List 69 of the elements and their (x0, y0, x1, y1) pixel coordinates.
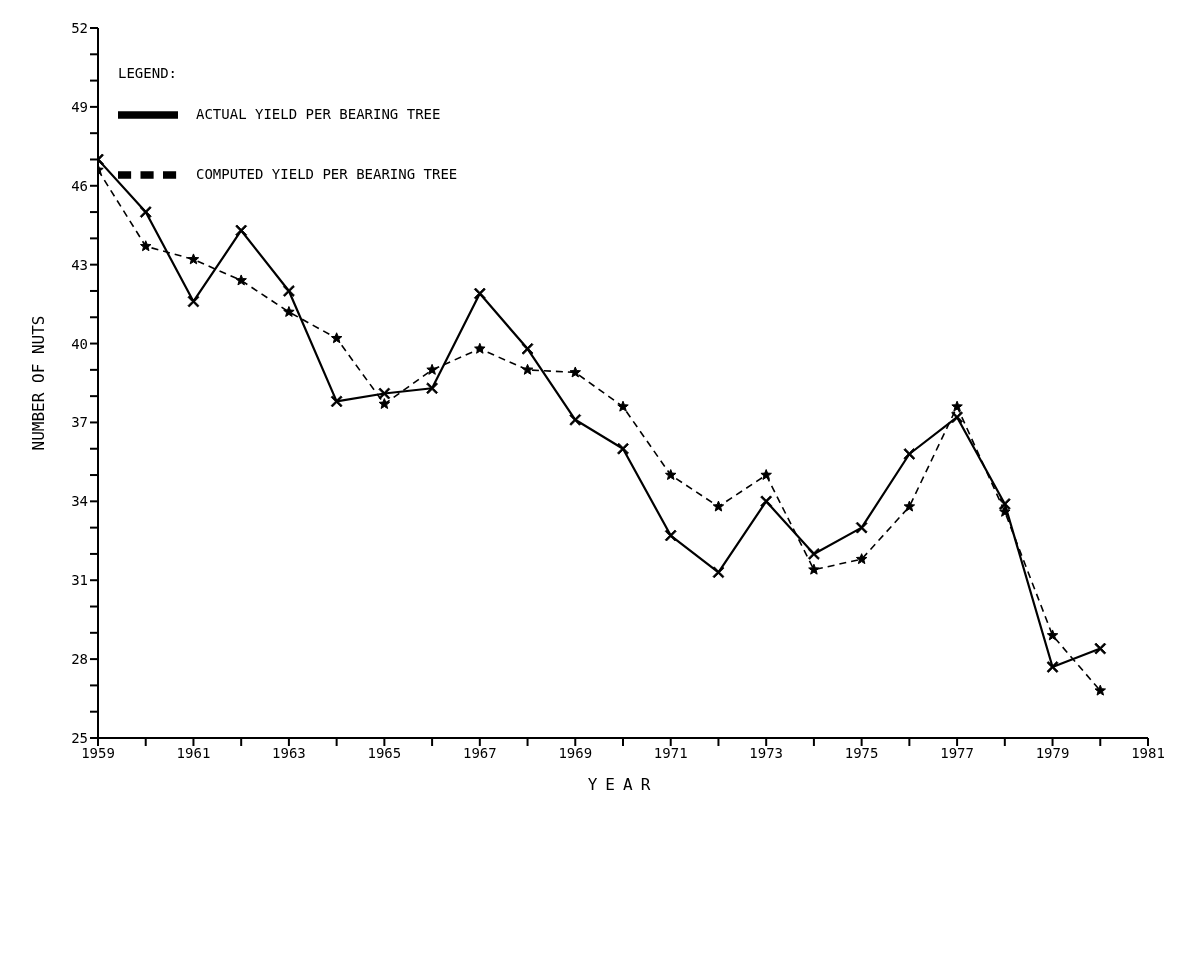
point (283, 285, 295, 297)
point (903, 500, 916, 512)
point (426, 363, 438, 375)
x-tick-label: 1973 (749, 744, 784, 761)
point (808, 563, 820, 575)
point (521, 363, 534, 375)
point (378, 398, 391, 409)
legend-label: ACTUAL YIELD PER BEARING TREE (196, 105, 441, 122)
x-tick-label: 1963 (272, 744, 306, 761)
x-tick-label: 1969 (558, 744, 593, 761)
point (951, 411, 963, 424)
point (951, 400, 963, 412)
point (140, 240, 152, 252)
x-tick-label: 1971 (653, 744, 688, 761)
x-tick-label: 1977 (940, 744, 974, 761)
point (521, 342, 534, 355)
point (283, 306, 295, 317)
x-tick-label: 1981 (1131, 744, 1165, 761)
x-tick-label: 1965 (367, 744, 402, 761)
point (808, 548, 820, 560)
y-tick-label: 25 (71, 729, 88, 746)
point (330, 332, 343, 344)
point (139, 206, 152, 218)
point (473, 287, 486, 300)
y-tick-label: 46 (71, 177, 88, 194)
y-tick-label: 49 (71, 98, 88, 115)
point (617, 442, 629, 455)
y-tick-label: 31 (71, 572, 88, 589)
point (903, 448, 916, 460)
point (426, 382, 438, 395)
x-tick-label: 1959 (81, 744, 115, 761)
y-tick-label: 34 (71, 493, 88, 510)
x-tick-label: 1967 (462, 744, 497, 761)
point (712, 566, 725, 579)
point (712, 500, 725, 512)
point (187, 295, 200, 308)
point (569, 366, 581, 378)
legend-title: LEGEND: (118, 65, 178, 81)
point (235, 274, 247, 286)
point (330, 395, 343, 408)
y-tick-label: 37 (71, 414, 88, 431)
point (1046, 629, 1059, 641)
x-tick-label: 1961 (176, 744, 211, 761)
point (998, 498, 1011, 510)
y-tick-label: 28 (71, 651, 88, 668)
point (1094, 684, 1106, 696)
point (378, 387, 391, 400)
legend-label: COMPUTED YIELD PER BEARING TREE (196, 165, 458, 182)
point (760, 495, 773, 508)
x-axis-title: YEAR (587, 775, 659, 794)
point (855, 553, 868, 565)
point (665, 469, 677, 480)
y-tick-label: 40 (71, 335, 88, 352)
point (999, 505, 1011, 517)
point (474, 342, 486, 354)
point (855, 521, 868, 534)
x-tick-label: 1975 (844, 744, 879, 761)
point (235, 224, 248, 237)
point (760, 469, 772, 480)
point (617, 400, 629, 412)
point (569, 413, 582, 426)
point (1046, 661, 1059, 673)
point (1094, 642, 1107, 655)
y-axis-title: NUMBER OF NUTS (28, 315, 48, 451)
x-tick-label: 1979 (1035, 744, 1070, 761)
y-tick-label: 52 (71, 19, 88, 36)
point (664, 529, 677, 542)
y-tick-label: 43 (71, 256, 88, 273)
point (187, 253, 200, 265)
